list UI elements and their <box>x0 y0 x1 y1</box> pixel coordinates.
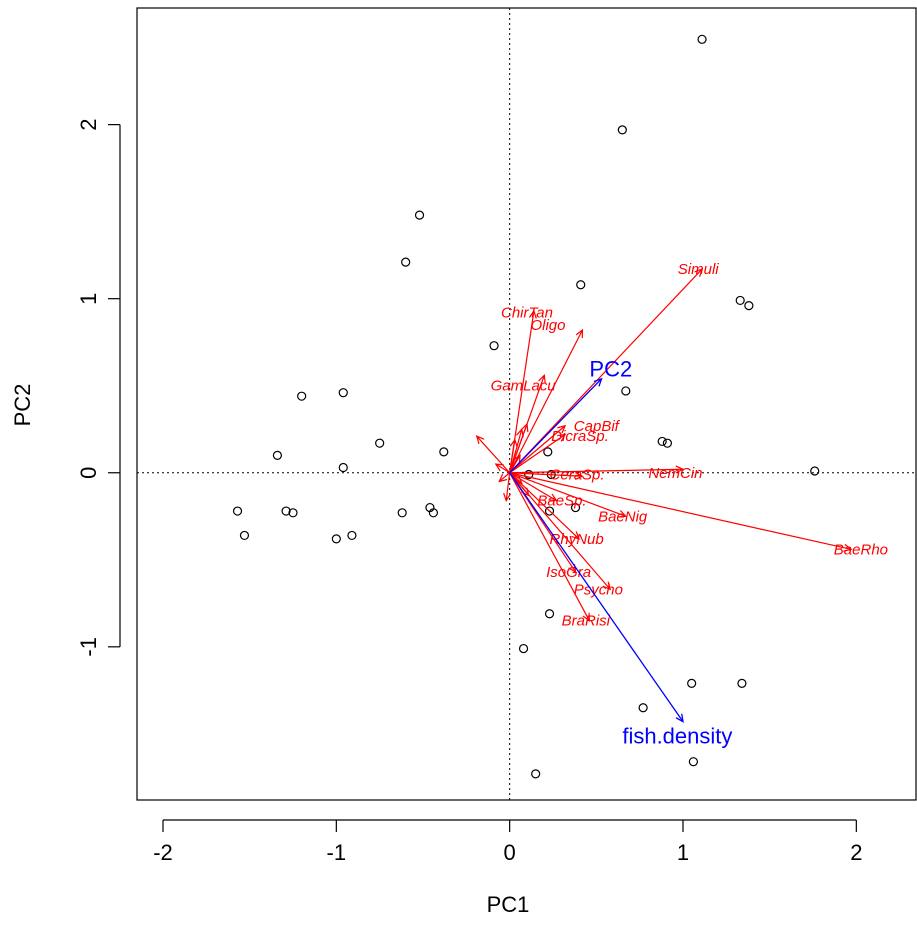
species-label: NemCin <box>648 465 702 482</box>
x-axis: -2 -1 0 1 2 <box>153 819 862 865</box>
site-point <box>232 506 243 516</box>
site-point <box>531 769 541 779</box>
species-label: CeraSp. <box>550 466 605 483</box>
species-arrow <box>498 472 511 483</box>
y-tick-label: 1 <box>76 293 101 305</box>
species-label: ChirTan <box>501 305 553 322</box>
species-arrow <box>509 454 521 474</box>
species-arrow <box>509 422 529 473</box>
site-point <box>544 506 555 516</box>
x-axis-title: PC1 <box>487 892 530 917</box>
site-point <box>414 210 425 220</box>
species-arrow <box>509 465 685 474</box>
species-arrow <box>509 438 518 473</box>
y-axis-title: PC2 <box>10 384 35 427</box>
species-arrow <box>509 472 853 552</box>
env-arrow <box>509 472 684 723</box>
site-point <box>657 436 667 447</box>
y-axis: -1 0 1 2 <box>76 118 121 657</box>
species-arrow <box>509 328 584 474</box>
site-point <box>347 530 357 541</box>
site-point <box>524 469 534 480</box>
species-label: BraRisi <box>562 613 611 630</box>
site-point <box>570 502 581 513</box>
species-arrow <box>509 472 558 502</box>
site-point <box>281 506 291 516</box>
site-point <box>338 462 348 473</box>
species-label: IsoGra <box>546 564 591 581</box>
site-point <box>737 678 747 688</box>
site-point <box>489 341 499 351</box>
site-point <box>338 388 348 398</box>
site-point <box>544 609 555 619</box>
site-point <box>638 703 648 713</box>
site-point <box>428 508 438 518</box>
species-label: BaeRho <box>834 541 888 558</box>
species-arrow <box>509 268 704 474</box>
x-tick-label: 0 <box>504 840 516 865</box>
species-arrow <box>509 472 628 518</box>
x-tick-label: -2 <box>153 840 173 865</box>
site-point <box>662 438 673 448</box>
site-point <box>576 280 586 290</box>
site-point <box>297 391 307 401</box>
species-arrow <box>509 427 524 473</box>
species-arrow <box>509 472 580 540</box>
x-tick-label: 2 <box>850 840 862 865</box>
y-tick-label: 2 <box>76 118 101 130</box>
plot-frame <box>136 7 917 801</box>
zero-reference-lines <box>137 8 917 800</box>
species-arrow <box>475 435 511 474</box>
species-arrow <box>509 472 591 622</box>
y-tick-label: -1 <box>76 637 101 657</box>
x-tick-label: -1 <box>327 840 347 865</box>
site-point <box>518 643 529 654</box>
site-point <box>401 257 411 267</box>
species-label: Oligo <box>530 317 565 334</box>
x-tick-label: 1 <box>677 840 689 865</box>
site-point <box>810 466 820 476</box>
site-point <box>272 450 282 460</box>
site-points <box>232 34 820 779</box>
site-point <box>288 508 298 518</box>
site-point <box>439 447 449 457</box>
y-tick-label: 0 <box>76 467 101 479</box>
site-point <box>397 508 407 518</box>
species-arrow <box>509 424 567 474</box>
species-arrow <box>509 471 584 480</box>
species-label: DicraSp. <box>551 428 609 445</box>
species-arrow <box>494 463 510 474</box>
site-point <box>697 34 707 44</box>
species-arrow <box>509 433 567 474</box>
site-point <box>331 534 341 544</box>
species-label: Simuli <box>678 261 720 278</box>
site-point <box>375 438 385 448</box>
site-point <box>744 301 754 311</box>
species-label: CapBif <box>574 418 621 435</box>
species-label: GamLacu <box>491 378 557 395</box>
site-point <box>239 530 250 541</box>
site-point <box>543 447 553 457</box>
species-arrow <box>503 472 512 502</box>
site-point <box>621 386 631 396</box>
site-point <box>617 125 627 135</box>
env-label: PC2 <box>589 356 632 381</box>
site-point <box>735 295 745 306</box>
env-arrow <box>509 377 603 474</box>
species-label: Psycho <box>574 581 623 598</box>
env-arrows: PC2 fish.density <box>509 356 732 749</box>
species-label: BaeNig <box>598 508 648 525</box>
site-point <box>687 678 697 688</box>
env-label: fish.density <box>622 724 732 749</box>
site-point <box>688 757 699 767</box>
